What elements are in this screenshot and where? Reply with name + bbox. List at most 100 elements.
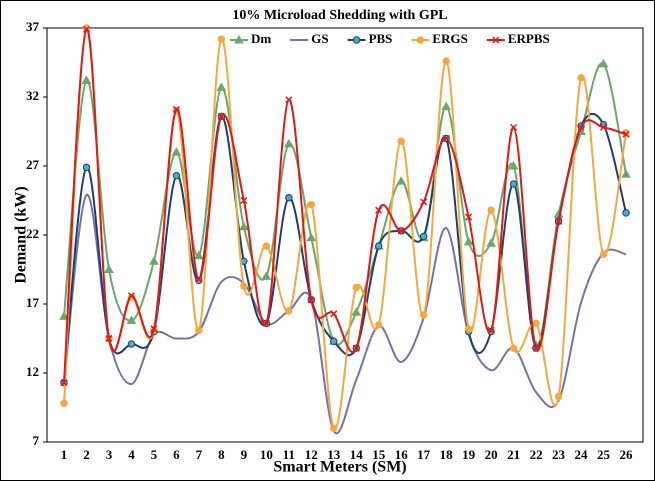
x-tick-label: 7 [196, 447, 203, 462]
x-tick-label: 12 [305, 447, 318, 462]
marker [442, 57, 450, 65]
marker [375, 206, 383, 214]
marker [240, 282, 248, 290]
marker [509, 344, 518, 352]
marker [465, 213, 473, 221]
marker [510, 123, 518, 131]
marker [599, 250, 608, 259]
marker [217, 35, 226, 43]
marker [60, 399, 68, 408]
x-axis-label: Smart Meters (SM) [273, 459, 406, 476]
marker [441, 101, 452, 111]
marker [442, 134, 450, 142]
x-tick-label: 2 [83, 447, 90, 462]
y-tick-label: 37 [26, 19, 40, 34]
marker [621, 169, 631, 178]
marker [330, 424, 338, 432]
marker [306, 232, 317, 242]
marker [105, 334, 113, 343]
x-tick-label: 13 [327, 447, 341, 462]
marker [172, 171, 181, 180]
marker [262, 319, 270, 327]
marker [307, 296, 315, 304]
marker [375, 242, 383, 250]
marker [396, 176, 407, 185]
y-axis-label: Demand (kW) [13, 186, 30, 283]
marker [60, 379, 68, 387]
marker [307, 200, 315, 209]
x-tick-label: 21 [507, 447, 520, 462]
legend-label: ERPBS [508, 31, 550, 46]
marker [283, 138, 294, 148]
marker [150, 325, 158, 333]
x-tick-label: 4 [128, 447, 135, 462]
marker [82, 163, 91, 172]
marker [127, 340, 136, 348]
series-line [63, 28, 627, 383]
marker [240, 196, 248, 205]
marker [352, 283, 360, 292]
marker [285, 194, 293, 202]
marker [352, 344, 360, 352]
marker [81, 75, 92, 84]
x-tick-label: 1 [61, 447, 68, 462]
marker [532, 344, 540, 352]
marker [555, 217, 563, 225]
legend-label: Dm [251, 31, 271, 46]
marker [126, 315, 137, 325]
marker [419, 232, 428, 241]
marker [397, 137, 405, 145]
marker [419, 311, 428, 319]
marker [261, 271, 272, 280]
y-tick-label: 32 [26, 88, 39, 103]
y-tick-label: 12 [26, 364, 39, 379]
marker [598, 58, 609, 68]
marker [351, 307, 362, 316]
x-tick-label: 3 [106, 447, 113, 462]
marker [622, 130, 630, 138]
marker [285, 307, 293, 315]
marker [577, 123, 585, 131]
x-tick-label: 16 [395, 447, 409, 462]
marker [82, 25, 91, 33]
x-tick-label: 24 [575, 447, 589, 462]
x-tick-label: 26 [620, 447, 634, 462]
x-tick-label: 15 [372, 447, 386, 462]
x-tick-label: 19 [462, 447, 476, 462]
marker [217, 112, 225, 120]
y-tick-label: 17 [26, 295, 40, 310]
x-tick-label: 17 [417, 447, 431, 462]
marker [59, 311, 69, 320]
marker [554, 392, 563, 401]
legend-label: GS [311, 31, 328, 46]
x-tick-label: 25 [597, 447, 611, 462]
marker [397, 227, 405, 235]
y-tick-label: 27 [26, 157, 40, 172]
x-tick-label: 18 [440, 447, 454, 462]
marker [532, 319, 540, 328]
marker [577, 73, 585, 82]
marker [622, 209, 630, 217]
marker [487, 326, 495, 334]
marker [463, 236, 474, 246]
marker [262, 242, 271, 250]
marker [420, 198, 428, 206]
marker [487, 206, 495, 214]
marker [285, 96, 293, 104]
x-tick-label: 8 [218, 447, 225, 462]
x-tick-label: 20 [485, 447, 498, 462]
marker [195, 275, 203, 283]
legend-label: PBS [369, 31, 393, 46]
marker [330, 337, 338, 345]
marker [492, 36, 500, 44]
x-tick-label: 14 [350, 447, 364, 462]
x-tick-label: 22 [530, 447, 543, 462]
marker [238, 221, 249, 231]
marker [171, 147, 182, 156]
x-tick-label: 10 [260, 447, 273, 462]
marker [195, 326, 203, 334]
y-tick-label: 22 [26, 226, 39, 241]
marker [416, 36, 425, 44]
